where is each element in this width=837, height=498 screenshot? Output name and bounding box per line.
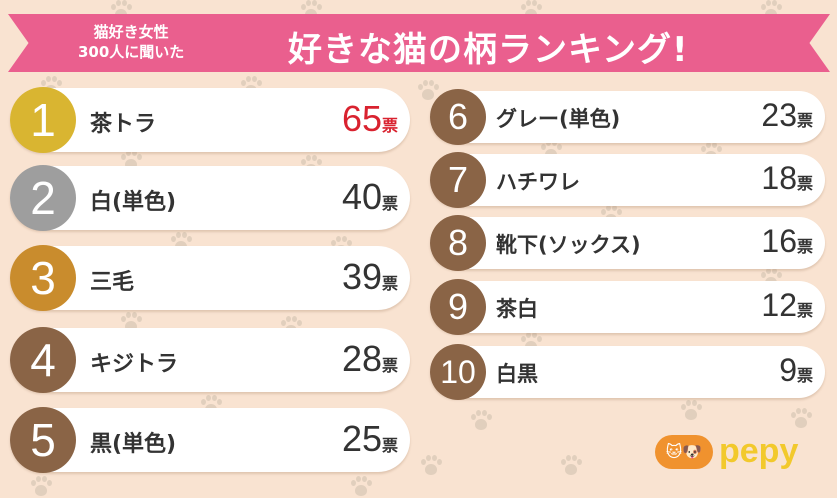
vote-count: 23票 <box>761 97 813 134</box>
pattern-name: 茶トラ <box>90 112 157 137</box>
ranking-row: 3 三毛 39票 <box>10 245 410 311</box>
pepy-logo: 🐱🐶 pepy <box>655 432 798 471</box>
vote-unit: 票 <box>796 368 813 385</box>
vote-count: 65票 <box>342 98 398 140</box>
paw-print-icon <box>417 80 439 102</box>
paw-print-icon <box>420 455 442 477</box>
paw-print-icon <box>350 476 372 498</box>
vote-count: 28票 <box>342 338 398 380</box>
vote-unit: 票 <box>796 176 813 193</box>
vote-unit: 票 <box>381 438 398 455</box>
rank-badge: 9 <box>430 279 486 335</box>
ranking-row: 1 茶トラ 65票 <box>10 87 410 153</box>
rank-badge: 8 <box>430 215 486 271</box>
vote-count: 16票 <box>761 223 813 260</box>
ranking-row: 10 白黒 9票 <box>430 344 825 400</box>
vote-number: 65 <box>341 98 382 139</box>
rank-badge: 6 <box>430 89 486 145</box>
banner-subtitle: 猫好き女性 300人に聞いた <box>78 22 184 62</box>
rank-badge: 2 <box>10 165 76 231</box>
paw-print-icon <box>470 410 492 432</box>
rank-badge: 5 <box>10 407 76 473</box>
paw-print-icon <box>30 476 52 498</box>
pattern-name: キジトラ <box>90 352 179 377</box>
rank-badge: 7 <box>430 152 486 208</box>
pattern-name: 白黒 <box>496 362 538 386</box>
vote-unit: 票 <box>796 303 813 320</box>
vote-number: 23 <box>761 97 797 133</box>
vote-number: 39 <box>341 256 382 297</box>
ranking-row: 8 靴下(ソックス) 16票 <box>430 215 825 271</box>
title-banner: 猫好き女性 300人に聞いた 好きな猫の柄ランキング! <box>8 14 830 72</box>
rank-badge: 10 <box>430 344 486 400</box>
vote-count: 39票 <box>342 256 398 298</box>
vote-count: 40票 <box>342 176 398 218</box>
vote-unit: 票 <box>381 358 398 375</box>
paw-print-icon <box>120 150 142 172</box>
vote-number: 16 <box>761 223 797 259</box>
ranking-row: 2 白(単色) 40票 <box>10 165 410 231</box>
paw-print-icon <box>560 455 582 477</box>
pattern-name: グレー(単色) <box>496 107 621 131</box>
subtitle-line-2: 300人に聞いた <box>78 43 185 61</box>
ranking-row: 7 ハチワレ 18票 <box>430 152 825 208</box>
vote-number: 40 <box>341 176 382 217</box>
ranking-row: 5 黒(単色) 25票 <box>10 407 410 473</box>
vote-number: 25 <box>341 418 382 459</box>
ranking-row: 6 グレー(単色) 23票 <box>430 89 825 145</box>
paw-print-icon <box>790 408 812 430</box>
rank-badge: 3 <box>10 245 76 311</box>
cat-dog-heart-icon: 🐱🐶 <box>655 434 713 469</box>
pattern-name: 黒(単色) <box>90 432 177 457</box>
vote-unit: 票 <box>381 118 398 135</box>
ranking-row: 9 茶白 12票 <box>430 279 825 335</box>
subtitle-line-1: 猫好き女性 <box>93 23 169 41</box>
ranking-row: 4 キジトラ 28票 <box>10 327 410 393</box>
vote-count: 18票 <box>761 160 813 197</box>
logo-text: pepy <box>719 432 799 470</box>
vote-count: 12票 <box>761 287 813 324</box>
rank-badge: 4 <box>10 327 76 393</box>
vote-unit: 票 <box>796 113 813 130</box>
paw-print-icon <box>680 400 702 422</box>
pattern-name: 白(単色) <box>90 190 177 215</box>
vote-number: 18 <box>761 160 797 196</box>
pattern-name: 茶白 <box>496 297 538 321</box>
rank-badge: 1 <box>10 87 76 153</box>
vote-unit: 票 <box>796 239 813 256</box>
banner-title: 好きな猫の柄ランキング! <box>288 30 689 70</box>
vote-number: 28 <box>341 338 382 379</box>
vote-count: 25票 <box>342 418 398 460</box>
vote-number: 9 <box>779 352 797 388</box>
pattern-name: 三毛 <box>90 270 135 295</box>
pattern-name: 靴下(ソックス) <box>496 233 641 257</box>
paw-print-icon <box>120 312 142 334</box>
vote-count: 9票 <box>779 352 813 389</box>
vote-unit: 票 <box>381 276 398 293</box>
vote-unit: 票 <box>381 196 398 213</box>
pattern-name: ハチワレ <box>496 170 580 194</box>
vote-number: 12 <box>761 287 797 323</box>
